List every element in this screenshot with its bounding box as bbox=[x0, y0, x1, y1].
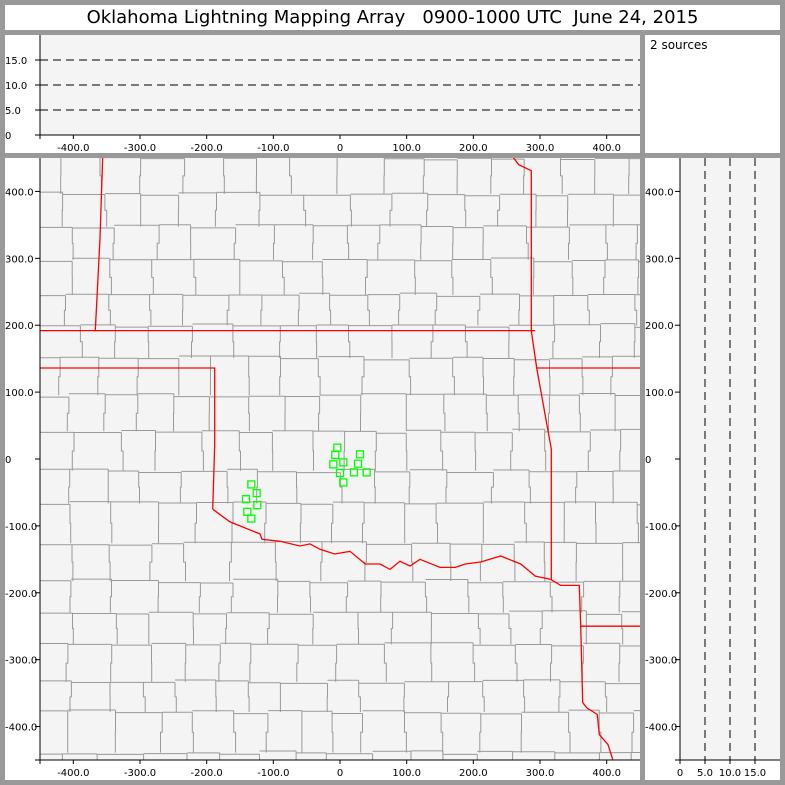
map-y-tick-label: -400.0 bbox=[5, 723, 37, 734]
county-lines bbox=[40, 158, 640, 760]
altitude-panel-x-tick-label: -100.0 bbox=[257, 143, 289, 154]
side-panel-y-tick-label: 300.0 bbox=[645, 254, 674, 265]
altitude-panel-x-tick-label: -400.0 bbox=[57, 143, 89, 154]
station-marker bbox=[339, 478, 348, 487]
altitude-panel-y-tick-label: 15.0 bbox=[5, 56, 27, 67]
side-panel-y-tick-label: 400.0 bbox=[645, 187, 674, 198]
map-x-tick-label: -100.0 bbox=[257, 768, 289, 779]
side-panel-x-tick-label: 15.0 bbox=[744, 768, 766, 779]
county-boundaries bbox=[40, 292, 640, 326]
county-boundaries bbox=[40, 257, 640, 295]
station-marker bbox=[355, 450, 365, 459]
county-boundaries bbox=[40, 191, 640, 227]
map-x-tick-label: 100.0 bbox=[392, 768, 421, 779]
altitude-panel-x-tick-label: 200.0 bbox=[459, 143, 488, 154]
side-panel-x-tick-label: 10.0 bbox=[719, 768, 741, 779]
title-bar: Oklahoma Lightning Mapping Array 0900-10… bbox=[5, 5, 780, 30]
side-panel-x-tick-label: 5.0 bbox=[697, 768, 713, 779]
station-marker bbox=[339, 458, 348, 467]
page-title: Oklahoma Lightning Mapping Array 0900-10… bbox=[86, 7, 699, 28]
state-border-line bbox=[212, 508, 614, 760]
station-marker bbox=[331, 450, 340, 460]
county-boundaries bbox=[40, 501, 640, 544]
county-boundaries bbox=[40, 578, 640, 613]
map-x-tick-label: -400.0 bbox=[57, 768, 89, 779]
county-boundaries bbox=[40, 750, 640, 760]
station-marker bbox=[335, 468, 345, 478]
altitude-panel-y-tick-label: 0 bbox=[5, 131, 11, 142]
map-x-tick-label: -200.0 bbox=[191, 768, 223, 779]
county-boundaries bbox=[40, 224, 640, 260]
map-x-tick-label: 400.0 bbox=[592, 768, 621, 779]
side-panel-y-tick-label: 0 bbox=[645, 455, 651, 466]
station-marker bbox=[362, 468, 371, 477]
map-y-tick-label: -300.0 bbox=[5, 656, 37, 667]
altitude-panel-x-tick-label: 400.0 bbox=[592, 143, 621, 154]
altitude-panel-x-tick-label: 300.0 bbox=[526, 143, 555, 154]
county-boundaries bbox=[40, 428, 640, 471]
state-border-line bbox=[512, 158, 552, 580]
map-x-tick-label: -300.0 bbox=[124, 768, 156, 779]
altitude-panel-x-tick-label: -200.0 bbox=[191, 143, 223, 154]
map-y-tick-label: 200.0 bbox=[5, 321, 34, 332]
map-x-tick-label: 200.0 bbox=[459, 768, 488, 779]
station-marker bbox=[253, 501, 262, 510]
map-y-tick-label: 0 bbox=[5, 455, 11, 466]
station-marker bbox=[247, 480, 256, 489]
side-panel-y-tick-label: -100.0 bbox=[645, 522, 677, 533]
info-panel: 2 sources bbox=[645, 35, 780, 153]
map-y-tick-label: 100.0 bbox=[5, 388, 34, 399]
side-panel-y-tick-label: 100.0 bbox=[645, 388, 674, 399]
map-x-tick-label: 0 bbox=[337, 768, 343, 779]
altitude-panel-x-tick-label: -300.0 bbox=[124, 143, 156, 154]
source-count: 2 sources bbox=[650, 38, 708, 52]
state-border-line bbox=[94, 158, 104, 331]
station-marker bbox=[349, 468, 359, 477]
altitude-panel-y-tick-label: 10.0 bbox=[5, 81, 27, 92]
side-panel-y-tick-label: -300.0 bbox=[645, 656, 677, 667]
county-boundaries bbox=[40, 642, 640, 682]
county-boundaries bbox=[40, 393, 640, 432]
side-panel-y-tick-label: -400.0 bbox=[645, 723, 677, 734]
map-y-tick-label: 400.0 bbox=[5, 187, 34, 198]
county-boundaries bbox=[40, 468, 640, 504]
altitude-panel-y-tick-label: 5.0 bbox=[5, 106, 21, 117]
map-y-tick-label: -200.0 bbox=[5, 589, 37, 600]
side-panel-x-tick-label: 0 bbox=[677, 768, 683, 779]
station-marker bbox=[247, 514, 256, 523]
side-panel-y-tick-label: -200.0 bbox=[645, 589, 677, 600]
station-marker bbox=[353, 459, 363, 468]
station-marker bbox=[241, 494, 251, 504]
county-boundaries bbox=[40, 709, 640, 753]
altitude-panel-x-tick-label: 0 bbox=[337, 143, 343, 154]
station-marker bbox=[252, 488, 261, 498]
side-panel-y-tick-label: 200.0 bbox=[645, 321, 674, 332]
county-boundaries bbox=[60, 158, 640, 194]
map-y-tick-label: -100.0 bbox=[5, 522, 37, 533]
map-x-tick-label: 300.0 bbox=[526, 768, 555, 779]
county-boundaries bbox=[40, 610, 640, 645]
state-borders bbox=[40, 158, 640, 760]
state-border-line bbox=[40, 367, 216, 510]
altitude-panel-x-tick-label: 100.0 bbox=[392, 143, 421, 154]
station-marker bbox=[329, 460, 338, 469]
map-y-tick-label: 300.0 bbox=[5, 254, 34, 265]
county-boundaries bbox=[40, 355, 640, 396]
